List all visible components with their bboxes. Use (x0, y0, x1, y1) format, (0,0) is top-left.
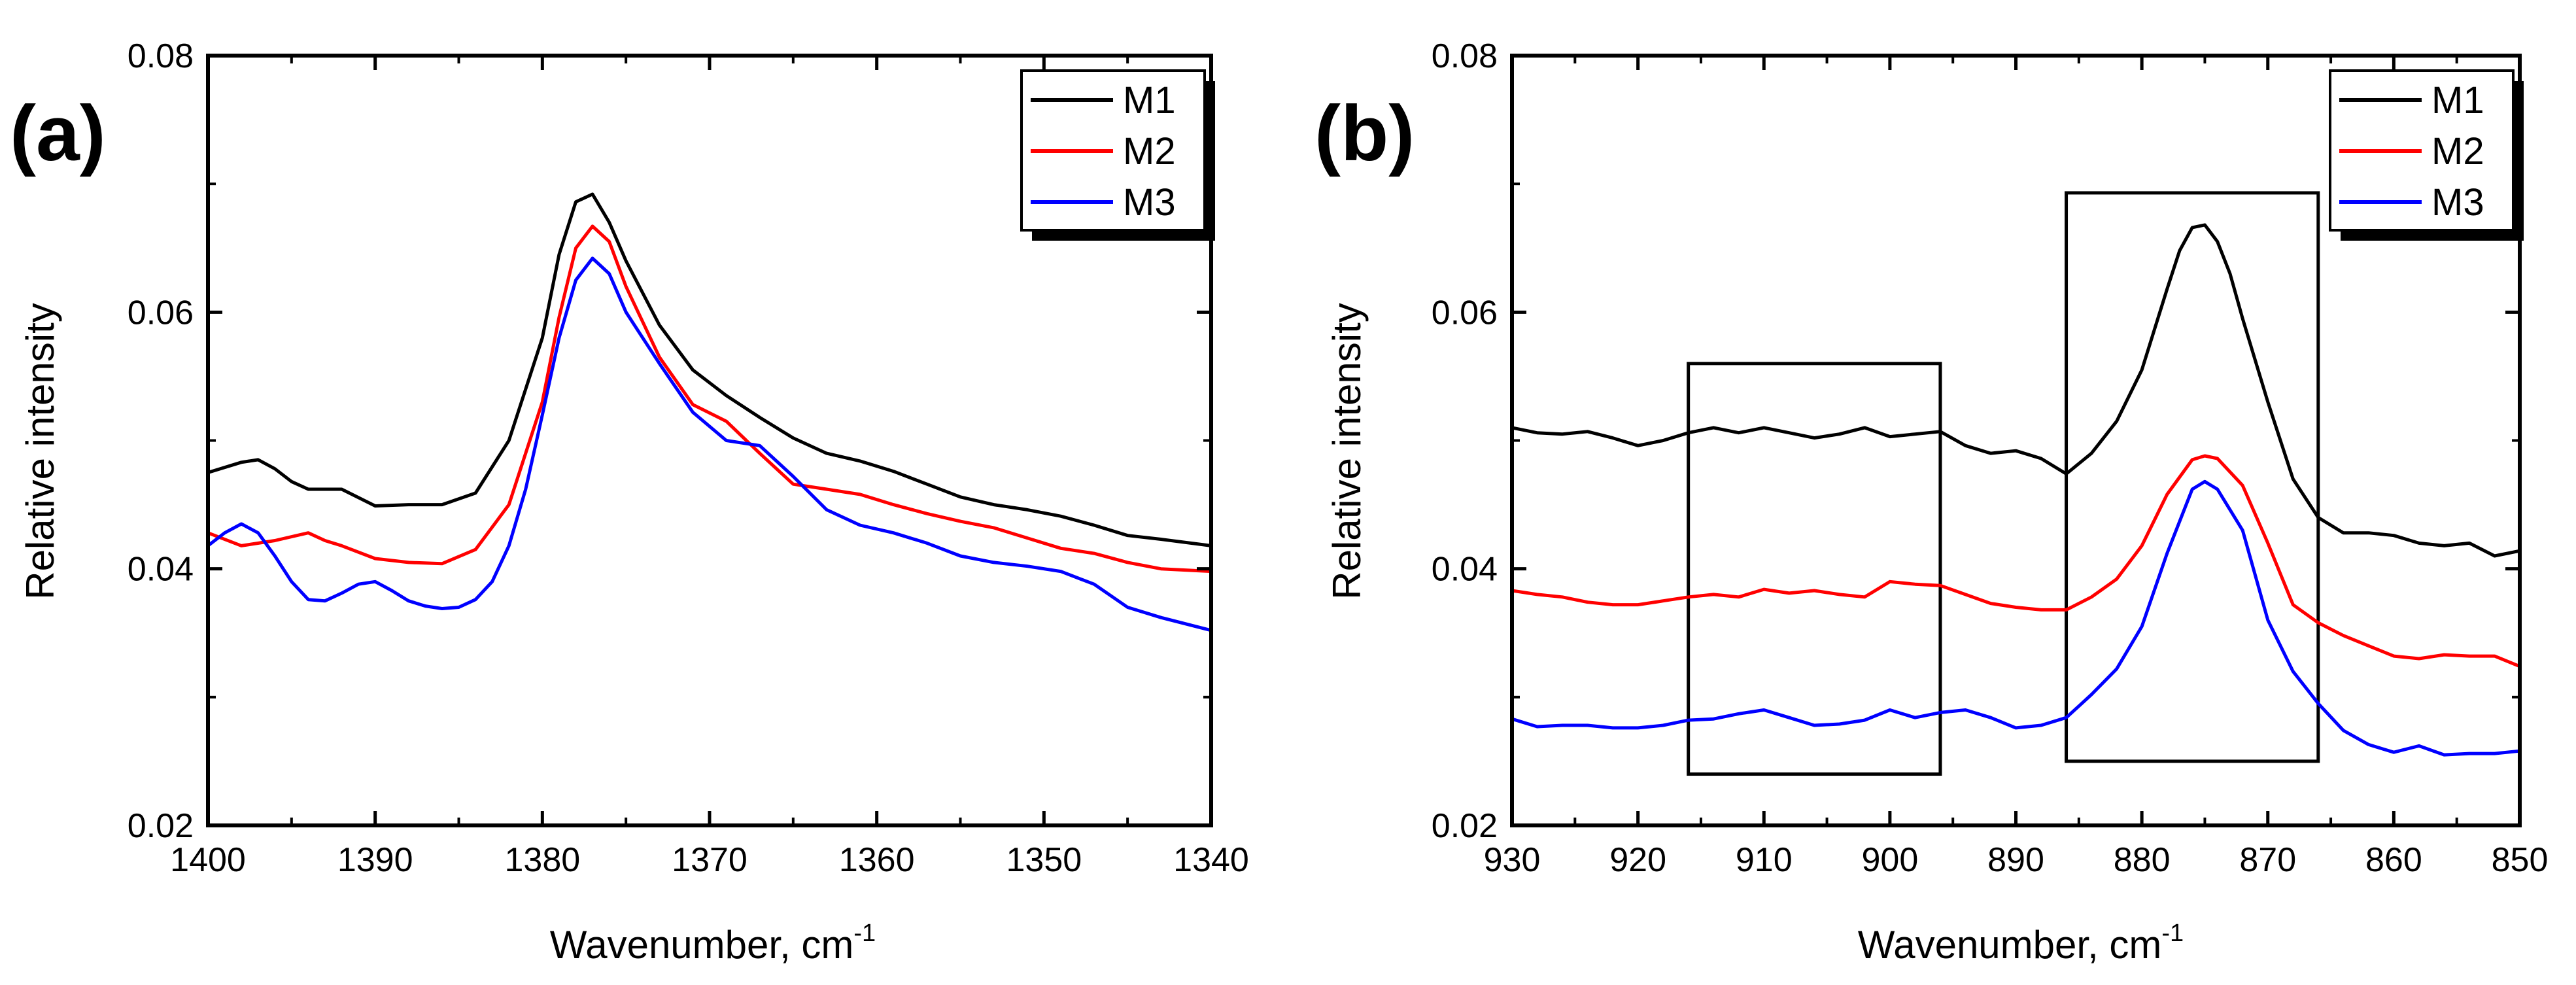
x-tick-label: 1350 (1006, 841, 1082, 879)
y-tick-labels-b: 0.02 0.04 0.06 0.08 (1432, 37, 1498, 845)
panel-label-a: (a) (10, 90, 106, 177)
series-line-m2 (207, 224, 1212, 574)
y-tick-label: 0.02 (128, 807, 194, 845)
y-tick-label: 0.04 (1432, 551, 1498, 589)
y-tick-label: 0.06 (1432, 294, 1498, 332)
x-tick-label: 910 (1736, 841, 1793, 879)
series-line-m3 (1511, 479, 2520, 757)
x-axis-title-a: Wavenumber, cm-1 (550, 920, 876, 967)
series-line-m3 (207, 256, 1212, 632)
x-tick-labels-a: 1400 1390 1380 1370 1360 1350 1340 (170, 841, 1249, 879)
highlight-box-1 (1687, 362, 1942, 776)
x-tick-label: 1360 (839, 841, 915, 879)
x-tick-label: 900 (1861, 841, 1918, 879)
y-tick-label: 0.02 (1432, 807, 1498, 845)
x-tick-label: 1380 (504, 841, 580, 879)
chart-panel-a: (a) 1400 1390 1380 1370 1360 1350 1340 0.020.0… (10, 37, 1249, 967)
x-tick-label: 880 (2114, 841, 2171, 879)
legend-a: M1 M2 M3 (1020, 69, 1215, 241)
y-axis-title-a: Relative intensity (18, 303, 62, 600)
ticks-b (1510, 54, 2522, 827)
x-tick-label: 890 (1987, 841, 2044, 879)
x-tick-label: 1370 (672, 841, 747, 879)
panel-label-b: (b) (1314, 90, 1415, 177)
x-tick-label: 1400 (170, 841, 246, 879)
y-tick-label: 0.04 (128, 551, 194, 589)
x-tick-label: 1340 (1173, 841, 1249, 879)
x-tick-label: 920 (1609, 841, 1666, 879)
legend-label-m3: M3 (1123, 181, 1176, 224)
series-line-m1 (207, 192, 1212, 547)
y-tick-label: 0.08 (1432, 37, 1498, 75)
series-group-a (207, 192, 1212, 632)
highlight-boxes-b (1687, 191, 2320, 776)
x-axis-title-b: Wavenumber, cm-1 (1858, 920, 2184, 967)
series-group-b (1511, 223, 2520, 757)
legend-label-m3: M3 (2431, 181, 2484, 224)
y-axis-title-b: Relative intensity (1325, 303, 1369, 600)
chart-panel-b: (b) 930 920 910 900 890 880 870 860 850 0.02 0.04… (1314, 37, 2548, 967)
legend-label-m2: M2 (1123, 130, 1176, 173)
x-tick-label: 870 (2239, 841, 2296, 879)
x-tick-label: 1390 (337, 841, 413, 879)
series-line-m2 (1511, 454, 2520, 668)
x-tick-label: 930 (1484, 841, 1541, 879)
y-tick-labels-a: 0.02 0.04 0.06 0.08 (128, 37, 194, 845)
legend-label-m1: M1 (2431, 79, 2484, 122)
series-line-m1 (1511, 223, 2520, 558)
legend-label-m1: M1 (1123, 79, 1176, 122)
legend-label-m2: M2 (2431, 130, 2484, 173)
x-tick-label: 850 (2492, 841, 2549, 879)
x-tick-label: 860 (2365, 841, 2422, 879)
y-tick-label: 0.08 (128, 37, 194, 75)
x-tick-labels-b: 930 920 910 900 890 880 870 860 850 (1484, 841, 2549, 879)
legend-b: M1 M2 M3 (2329, 69, 2524, 241)
highlight-box-2 (2065, 191, 2320, 763)
y-tick-label: 0.06 (128, 294, 194, 332)
